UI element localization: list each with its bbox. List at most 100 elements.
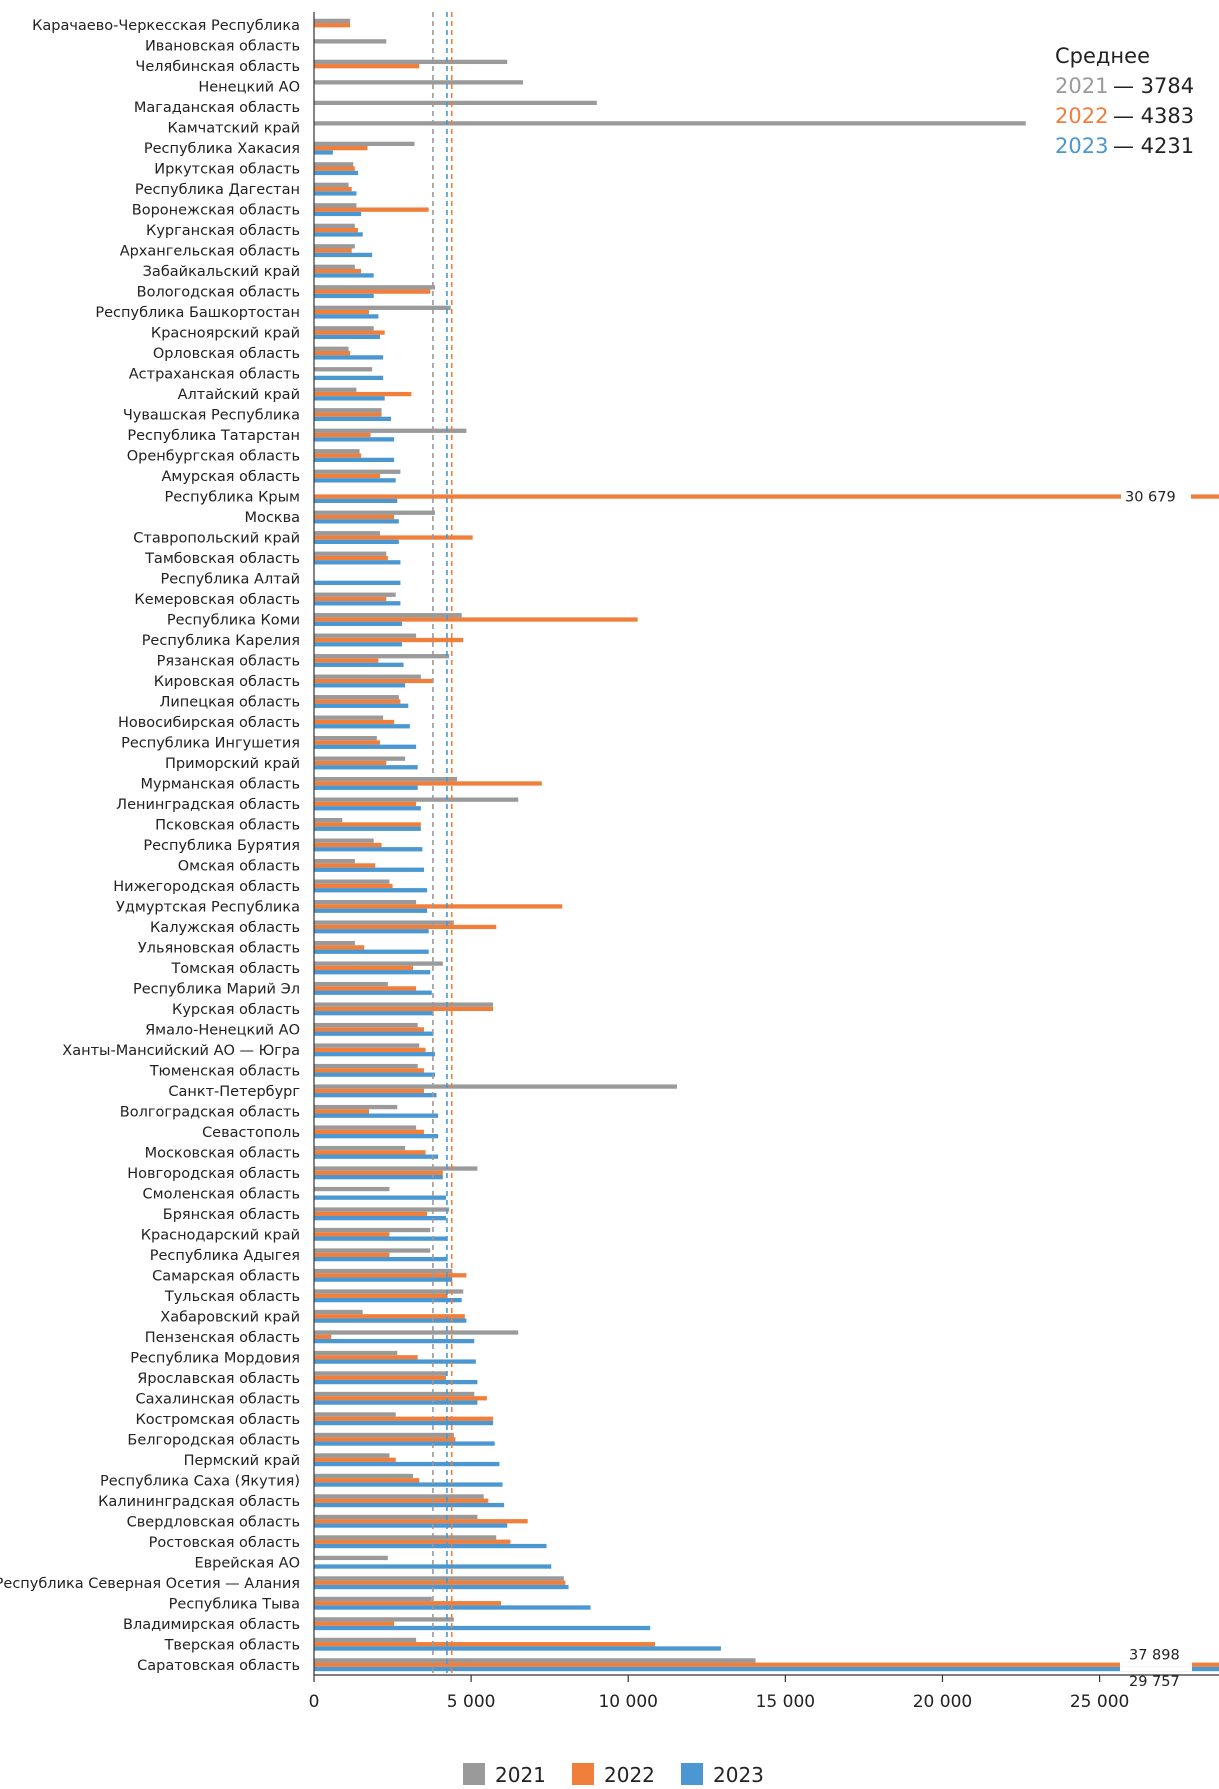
bar-2021 bbox=[314, 1166, 478, 1171]
bar-2023 bbox=[314, 601, 401, 606]
bar-2021 bbox=[314, 1022, 418, 1028]
category-label: Забайкальский край bbox=[143, 264, 300, 280]
bar-2021 bbox=[314, 1207, 450, 1212]
bar-2021 bbox=[314, 1145, 406, 1151]
bar-2023 bbox=[314, 478, 396, 483]
category-label: Краснодарский край bbox=[141, 1227, 300, 1243]
bar-2022 bbox=[314, 1662, 1219, 1667]
category-label: Республика Дагестан bbox=[135, 182, 300, 198]
bar-2023 bbox=[314, 1093, 437, 1098]
category-label: Тверская область bbox=[164, 1637, 300, 1653]
category-label: Республика Крым bbox=[165, 490, 300, 506]
bar-2021 bbox=[314, 141, 415, 147]
average-year-2023: 2023 bbox=[1055, 134, 1108, 158]
bar-2021 bbox=[314, 305, 451, 310]
bar-2021 bbox=[314, 551, 387, 556]
bar-2023 bbox=[314, 1461, 500, 1467]
bar-2021 bbox=[314, 59, 508, 65]
bar-2023 bbox=[314, 744, 417, 749]
bar-2021 bbox=[314, 1412, 396, 1417]
bar-2023 bbox=[314, 314, 379, 319]
category-label: Республика Бурятия bbox=[143, 838, 300, 854]
bar-2022 bbox=[314, 391, 412, 397]
bar-2023 bbox=[314, 683, 406, 688]
bar-2021 bbox=[314, 940, 355, 946]
x-tick-label: 15 000 bbox=[756, 1692, 815, 1712]
bar-2021 bbox=[314, 1309, 363, 1315]
category-label: Пензенская область bbox=[145, 1330, 300, 1346]
bar-2023 bbox=[314, 1195, 446, 1200]
annotation-gap bbox=[1121, 487, 1191, 506]
category-label: Мурманская область bbox=[141, 777, 300, 793]
category-label: Псковская область bbox=[155, 818, 300, 834]
bar-2022 bbox=[314, 1498, 489, 1503]
bar-2022 bbox=[314, 924, 497, 930]
category-label: Амурская область bbox=[161, 469, 300, 485]
bar-2021 bbox=[314, 346, 349, 351]
bar-2022 bbox=[314, 986, 417, 991]
x-axis: 0 5 000 10 000 15 000 20 000 25 000 bbox=[309, 12, 1219, 1712]
category-label: Волгоградская область bbox=[120, 1104, 300, 1120]
bar-2023 bbox=[314, 1543, 547, 1549]
bar-2023 bbox=[314, 1318, 467, 1323]
bar-2021 bbox=[314, 1617, 454, 1622]
value-annotation: 29 757 bbox=[1129, 1674, 1180, 1690]
bar-2022 bbox=[314, 1334, 332, 1339]
category-labels: Карачаево-Черкесская Республика Ивановска… bbox=[0, 18, 300, 1674]
category-label: Севастополь bbox=[202, 1125, 300, 1141]
bar-2023 bbox=[314, 1052, 435, 1057]
bar-2022 bbox=[314, 904, 563, 909]
bar-2022 bbox=[314, 1293, 448, 1298]
category-label: Ленинградская область bbox=[116, 797, 300, 813]
category-label: Новосибирская область bbox=[118, 715, 300, 731]
bar-2021 bbox=[314, 80, 523, 85]
bar-2022 bbox=[314, 1109, 369, 1114]
bar-2023 bbox=[314, 211, 362, 217]
bar-2021 bbox=[314, 1330, 519, 1335]
bar-2023 bbox=[314, 847, 423, 852]
category-label: Республика Марий Эл bbox=[133, 981, 300, 997]
bar-2021 bbox=[314, 100, 597, 106]
bar-2021 bbox=[314, 1125, 417, 1130]
bar-2022 bbox=[314, 494, 1219, 499]
bar-2021 bbox=[314, 1494, 484, 1499]
bar-2023 bbox=[314, 970, 431, 975]
bar-2021 bbox=[314, 1535, 497, 1540]
bar-2022 bbox=[314, 207, 429, 212]
category-label: Республика Татарстан bbox=[127, 428, 300, 444]
bar-2021 bbox=[314, 1473, 413, 1479]
x-tick-label: 20 000 bbox=[913, 1692, 972, 1712]
bar-2021 bbox=[314, 1248, 431, 1253]
bar-2023 bbox=[314, 1666, 1219, 1672]
category-label: Владимирская область bbox=[123, 1617, 300, 1633]
bar-2021 bbox=[314, 510, 435, 515]
bar-2022 bbox=[314, 1478, 420, 1483]
category-label: Кировская область bbox=[154, 674, 300, 690]
bar-break bbox=[1120, 1666, 1192, 1672]
category-label: Омская область bbox=[178, 858, 300, 874]
bar-2023 bbox=[314, 293, 374, 299]
bar-2021 bbox=[314, 777, 457, 782]
bar-2021 bbox=[314, 264, 355, 269]
bar-2021 bbox=[314, 961, 443, 966]
value-annotation: 37 898 bbox=[1129, 1648, 1180, 1664]
bar-2022 bbox=[314, 555, 388, 561]
bar-2022 bbox=[314, 330, 385, 335]
category-label: Нижегородская область bbox=[113, 879, 300, 895]
category-label: Ханты-Мансийский АО — Югра bbox=[62, 1043, 300, 1059]
bar-2023 bbox=[314, 170, 358, 176]
bar-2023 bbox=[314, 785, 418, 790]
bar-2022 bbox=[314, 350, 351, 356]
category-label: Республика Ингушетия bbox=[121, 736, 300, 752]
bar-2021 bbox=[314, 1350, 398, 1356]
category-label: Белгородская область bbox=[127, 1432, 300, 1448]
bar-2021 bbox=[314, 1104, 398, 1110]
bar-2021 bbox=[314, 592, 396, 597]
bar-2023 bbox=[314, 519, 399, 524]
category-label: Республика Алтай bbox=[160, 572, 300, 588]
bar-2023 bbox=[314, 191, 357, 196]
bar-2022 bbox=[314, 1601, 501, 1606]
bar-2022 bbox=[314, 268, 362, 274]
bar-2021 bbox=[314, 1514, 478, 1520]
